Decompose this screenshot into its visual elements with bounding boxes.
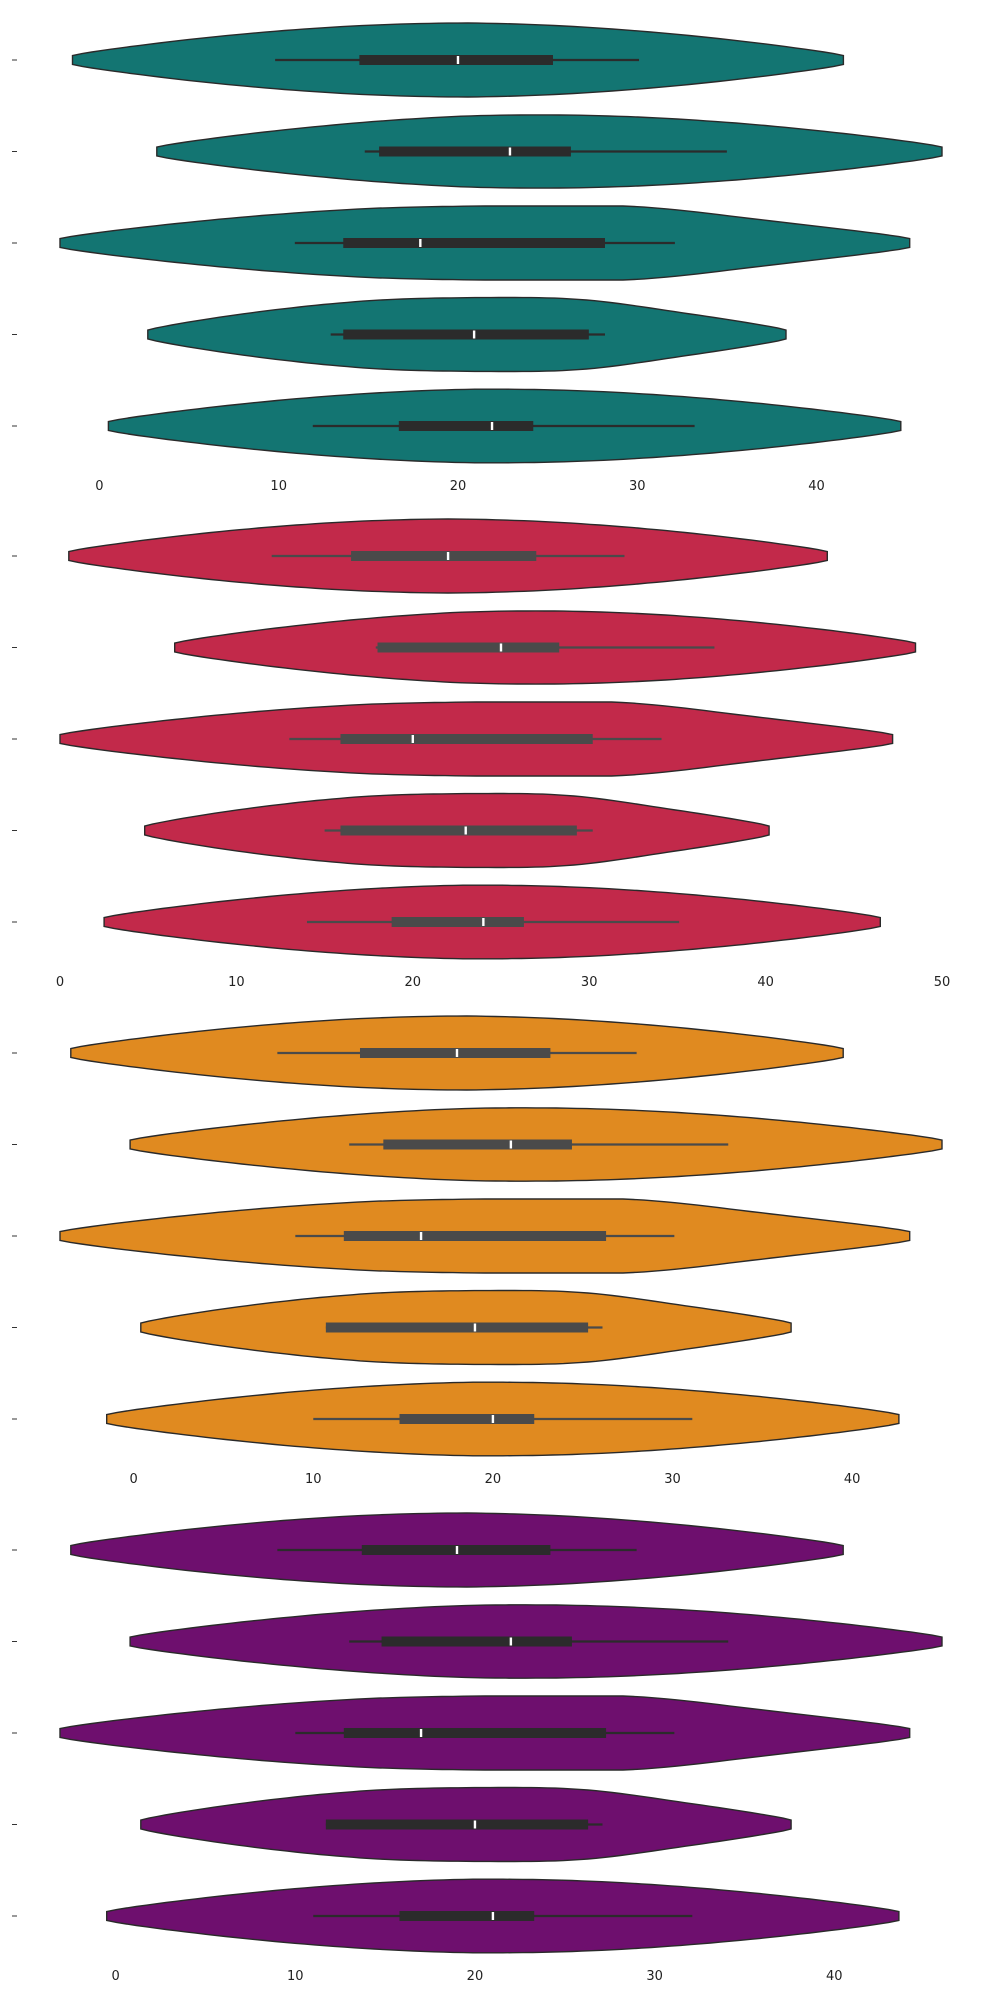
violin-panel: 0 10 20 30 40 (12, 1015, 943, 1487)
violin-iqr-box (340, 825, 577, 836)
x-tick-label: 20 (405, 975, 422, 990)
x-tick-label: 0 (56, 975, 64, 990)
x-tick-label: 0 (130, 1472, 138, 1487)
violin-median-marker (491, 1912, 495, 1920)
violin-iqr-box (399, 1911, 535, 1921)
violin-median-marker (473, 1820, 477, 1829)
violin-iqr-box (359, 55, 553, 65)
violin-median-marker (491, 1415, 495, 1423)
violin-median-marker (455, 1049, 459, 1057)
violin-median-marker (419, 239, 422, 247)
violin-iqr-box (383, 1139, 572, 1150)
violin-median-marker (456, 56, 460, 64)
violin-iqr-box (399, 1414, 535, 1424)
x-tick-label: 10 (228, 975, 245, 990)
violin-median-marker (508, 147, 512, 156)
violin-iqr-box (351, 551, 537, 561)
x-tick-label: 30 (581, 975, 598, 990)
x-tick-label: 30 (664, 1472, 681, 1487)
violin-iqr-box (381, 1636, 572, 1647)
violin-median-marker (509, 1637, 513, 1646)
x-tick-label: 0 (95, 479, 103, 494)
x-tick-label: 20 (467, 1969, 484, 1984)
violin-median-marker (472, 330, 476, 339)
violin-iqr-box (377, 642, 560, 653)
violin-median-marker (464, 826, 467, 835)
violin-median-marker (490, 422, 494, 430)
violin-iqr-box (398, 421, 534, 431)
violin-iqr-box (343, 1728, 607, 1738)
x-tick-label: 40 (808, 479, 825, 494)
violin-panel: 0 10 20 30 40 50 (12, 518, 951, 990)
x-tick-label: 0 (112, 1969, 120, 1984)
x-tick-label: 10 (287, 1969, 304, 1984)
violin-median-marker (499, 643, 503, 652)
x-tick-label: 20 (485, 1472, 502, 1487)
x-tick-label: 30 (646, 1969, 663, 1984)
violin-median-marker (482, 918, 485, 926)
violin-iqr-box (343, 238, 605, 248)
violin-iqr-box (325, 1322, 589, 1333)
violin-iqr-box (343, 329, 589, 340)
x-tick-label: 50 (934, 975, 951, 990)
violin-median-marker (411, 735, 414, 743)
violin-panel: 0 10 20 30 40 (12, 22, 943, 494)
x-tick-label: 10 (270, 479, 287, 494)
violin-median-marker (509, 1140, 513, 1149)
x-tick-label: 40 (826, 1969, 843, 1984)
x-tick-label: 40 (757, 975, 774, 990)
violin-iqr-box (325, 1819, 589, 1830)
violin-iqr-box (391, 917, 524, 927)
violin-median-marker (446, 552, 450, 560)
violin-median-marker (455, 1546, 459, 1554)
violin-iqr-box (343, 1231, 607, 1241)
violin-median-marker (419, 1729, 423, 1737)
x-tick-label: 30 (629, 479, 646, 494)
x-tick-label: 10 (305, 1472, 322, 1487)
violin-panel: 0 10 20 30 40 (12, 1512, 943, 1984)
violin-iqr-box (359, 1048, 551, 1058)
x-tick-label: 20 (450, 479, 467, 494)
violin-median-marker (419, 1232, 423, 1240)
violin-median-marker (473, 1323, 477, 1332)
violin-iqr-box (340, 734, 593, 744)
violin-iqr-box (379, 146, 571, 157)
x-tick-label: 40 (844, 1472, 861, 1487)
